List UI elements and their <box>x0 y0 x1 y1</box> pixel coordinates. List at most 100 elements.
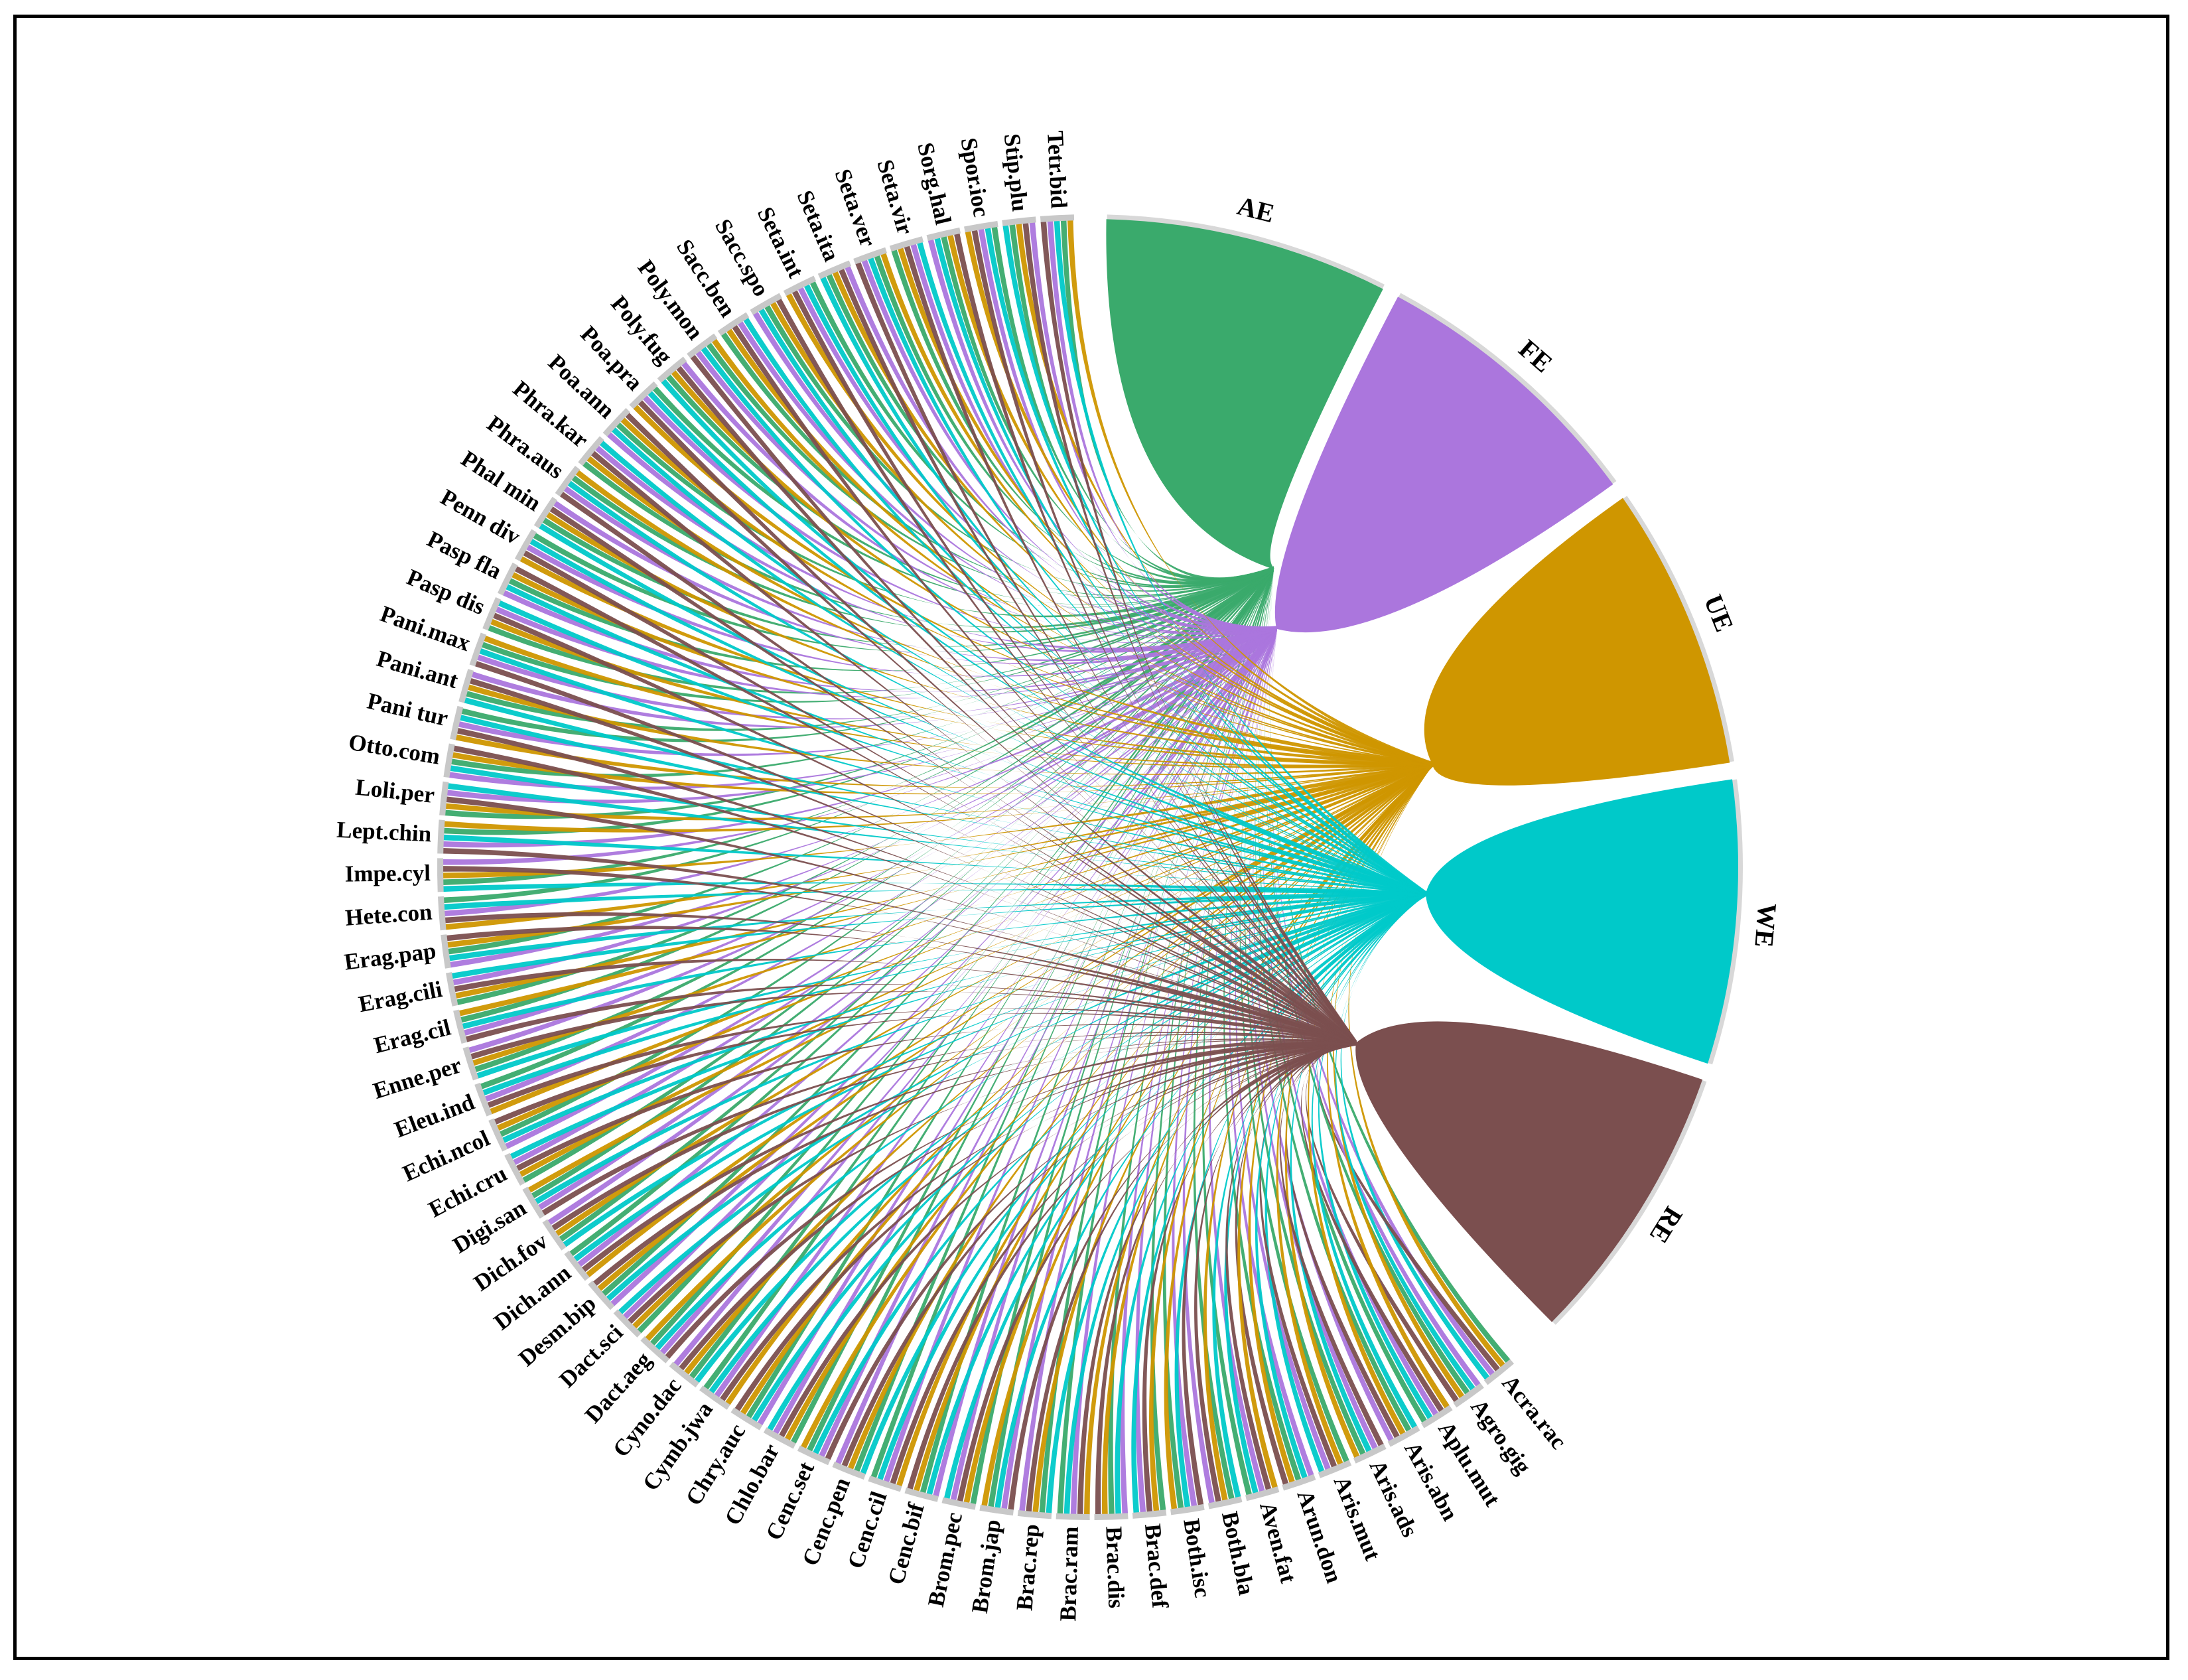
ribbon-both-bla-re <box>1194 1041 1357 1503</box>
species-arc-poa-pra <box>629 381 658 409</box>
species-arc-erag-cil <box>453 1009 468 1044</box>
species-arc-chry-auc <box>730 1407 763 1431</box>
species-label-both-isc: Both.isc <box>1178 1517 1215 1599</box>
group-label-we: WE <box>1749 902 1783 949</box>
species-arc-pani-ant <box>458 669 474 703</box>
species-arc-pani-max <box>469 632 487 667</box>
group-label-ae: AE <box>1235 190 1278 228</box>
species-arc-sacc-ben <box>717 312 750 336</box>
ribbon-pasp-fla-re <box>514 565 1357 1045</box>
ribbon-penn-div-re <box>522 550 1357 1045</box>
species-arc-sacc-spo <box>750 293 782 315</box>
species-arc-otto-com <box>443 743 455 778</box>
group-arc-fe <box>1274 297 1613 633</box>
ribbon-erag-cil-ue <box>458 762 1433 1016</box>
ribbon-poly-mon-ae <box>706 342 1274 598</box>
species-label-stip-plu: Stip.plu <box>999 132 1034 212</box>
species-label-erag-cil: Erag.cil <box>372 1014 454 1058</box>
species-arc-seta-int <box>783 275 817 297</box>
ribbon-chry-auc-fe <box>757 626 1277 1426</box>
species-arc-both-isc <box>1170 1504 1205 1515</box>
species-arc-eleu-ind <box>474 1082 492 1117</box>
chart-frame: Acra.rac Agro.gig Aplu.mut Aris.abn Aris.ads… <box>13 15 2169 1660</box>
group-arc-re <box>1355 1021 1703 1322</box>
species-arc-brom-jap <box>979 1504 1014 1516</box>
species-arc-stip-plu <box>1002 216 1036 226</box>
species-label-both-bla: Both.bla <box>1217 1509 1260 1598</box>
ribbon-aven-fat-ue <box>1237 762 1433 1489</box>
species-label-tetr-bid: Tetr.bid <box>1042 130 1072 209</box>
species-arc-erag-cili <box>446 972 458 1007</box>
ribbon-arun-don-ae <box>1223 567 1302 1482</box>
species-arc-penn-div <box>514 529 537 562</box>
ribbon-lept-chin-we <box>443 834 1426 894</box>
ribbon-enne-per-re <box>470 991 1357 1060</box>
species-arc-phal-min <box>533 496 558 529</box>
species-arc-aris-mut <box>1318 1460 1352 1478</box>
species-arc-cenc-set <box>797 1445 831 1466</box>
ribbon-cyno-dac-fe <box>673 626 1277 1367</box>
ribbon-chlo-bar-ae <box>790 567 1274 1444</box>
species-arc-aris-ads <box>1353 1443 1387 1464</box>
species-label-brom-pec: Brom.pec <box>923 1510 967 1609</box>
species-arc-dich-fov <box>542 1219 567 1251</box>
species-label-cenc-cil: Cenc.cil <box>843 1488 892 1572</box>
species-arc-acra-rac <box>1483 1359 1515 1385</box>
ribbon-phra-kar-re <box>590 451 1357 1046</box>
species-arc-seta-vir <box>889 236 924 252</box>
ribbon-impe-cyl-we <box>443 882 1426 896</box>
species-arc-brac-rep <box>1017 1509 1052 1519</box>
species-arc-digi-san <box>522 1186 545 1219</box>
species-arc-cenc-pen <box>832 1461 866 1480</box>
species-arc-lept-chin <box>437 819 445 854</box>
species-arc-poly-fug <box>657 356 687 384</box>
species-arc-poly-mon <box>687 333 718 359</box>
species-label-otto-com: Otto.com <box>347 729 442 770</box>
species-arc-phra-kar <box>578 436 604 466</box>
group-label-ue: UE <box>1698 591 1740 636</box>
species-label-loli-per: Loli.per <box>354 774 436 808</box>
species-arc-cymb-jwa <box>699 1385 730 1410</box>
species-arc-aplu-mut <box>1420 1405 1453 1429</box>
ribbon-phra-aus-fe <box>563 486 1278 662</box>
species-arc-pasp-dis <box>482 596 502 631</box>
group-arc-ue <box>1424 498 1730 786</box>
species-arc-pani-tur <box>450 705 464 740</box>
ribbon-aris-abn-re <box>1285 1042 1400 1439</box>
species-arc-cenc-cil <box>868 1475 902 1492</box>
ribbon-pani-ant-ae <box>465 567 1274 731</box>
ribbon-aplu-mut-ae <box>1258 567 1428 1423</box>
species-arc-cyno-dac <box>669 1362 699 1388</box>
ribbon-echi-cru-re <box>515 1024 1357 1172</box>
species-arc-sorg-hal <box>926 227 961 242</box>
ribbon-phra-aus-re <box>559 491 1357 1046</box>
species-arc-pasp-fla <box>498 562 518 596</box>
ribbon-loli-per-ue <box>444 763 1433 821</box>
species-arc-impe-cyl <box>437 858 444 892</box>
species-label-impe-cyl: Impe.cyl <box>345 860 431 887</box>
species-label-seta-vir: Seta.vir <box>872 157 918 238</box>
ribbon-otto-com-ue <box>452 752 1434 795</box>
species-arc-hete-con <box>437 896 446 931</box>
ribbon-phra-aus-ae <box>571 475 1274 633</box>
ribbon-cenc-set-ae <box>806 567 1274 1452</box>
species-arc-dich-ann <box>564 1250 590 1281</box>
species-arc-loli-per <box>439 781 449 816</box>
species-label-brom-jap: Brom.jap <box>967 1517 1006 1614</box>
species-arc-arun-don <box>1282 1474 1316 1491</box>
species-arc-spor-ioc <box>964 220 998 233</box>
species-arc-aven-fat <box>1245 1486 1280 1502</box>
ribbon-aplu-mut-we <box>1318 892 1433 1420</box>
species-arc-brac-def <box>1132 1509 1167 1519</box>
group-label-fe: FE <box>1513 334 1558 379</box>
species-label-aven-fat: Aven.fat <box>1255 1499 1302 1586</box>
group-arc-ae <box>1106 219 1383 569</box>
species-arc-both-bla <box>1207 1496 1243 1509</box>
species-arc-brom-pec <box>941 1497 977 1510</box>
species-arc-dact-sci <box>613 1309 642 1338</box>
arcs-layer <box>437 214 1743 1520</box>
species-label-brac-rep: Brac.rep <box>1011 1523 1044 1611</box>
species-label-pani-ant: Pani.ant <box>374 646 461 694</box>
species-arc-echi-ncol <box>488 1118 508 1152</box>
species-label-spor-ioc: Spor.ioc <box>956 136 995 219</box>
